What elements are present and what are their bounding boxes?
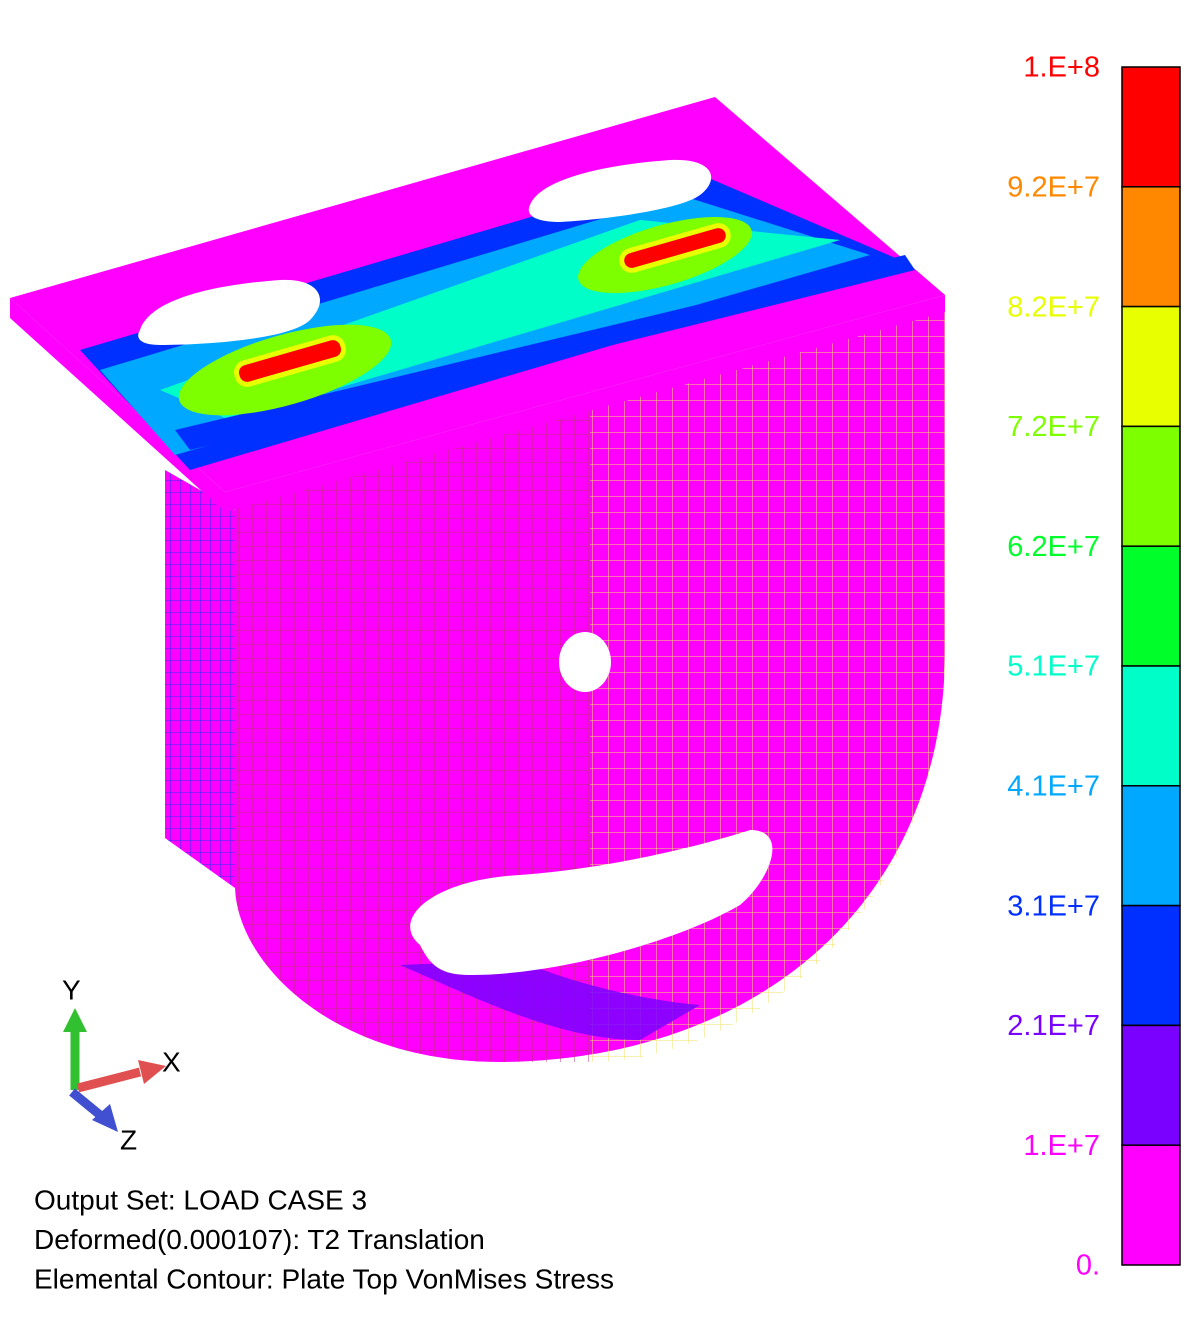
legend-band [1121, 1024, 1181, 1146]
z-arrow [92, 1104, 118, 1132]
top-plate-edge-left [10, 298, 225, 512]
legend-label: 8.2E+7 [1007, 291, 1100, 323]
z-axis [69, 1088, 103, 1119]
info: Output Set: LOAD CASE 3 Deformed(0.000107… [34, 1184, 614, 1294]
legend-label: 1.E+8 [1023, 52, 1100, 84]
legend-band [1121, 305, 1181, 428]
top-hole-2 [528, 159, 712, 222]
x-arrow [138, 1060, 166, 1084]
legend-band [1121, 1144, 1181, 1266]
legend-band [1121, 665, 1181, 787]
info-line: Output Set: LOAD CASE 3 [34, 1184, 367, 1215]
top-hole-1 [138, 279, 320, 345]
info-line: Deformed(0.000107): T2 Translation [34, 1224, 485, 1255]
stress-peak-1 [233, 335, 347, 387]
legend: 1.E+8 9.2E+7 8.2E+7 7.2E+7 6.2E+7 5.1E+7 4.1E+… [1007, 52, 1181, 1282]
hole [559, 632, 611, 692]
legend-band [1121, 186, 1181, 308]
z-label: Z [120, 1124, 137, 1155]
legend-band [1121, 545, 1181, 667]
triad: Y X Z [62, 974, 181, 1155]
legend-band [1121, 785, 1181, 907]
legend-label: 4.1E+7 [1007, 770, 1100, 802]
web-mesh-right [590, 300, 945, 1062]
y-label: Y [62, 974, 81, 1005]
side-mesh [165, 470, 235, 888]
stress-peak-2 [619, 223, 731, 273]
stress-zone [400, 960, 700, 1040]
legend-label: 6.2E+7 [1007, 531, 1100, 563]
info-line: Elemental Contour: Plate Top VonMises St… [34, 1263, 614, 1294]
legend-label: 1.E+7 [1023, 1130, 1100, 1162]
slot-hole [410, 830, 773, 975]
legend-label: 5.1E+7 [1007, 651, 1100, 683]
model [10, 97, 945, 1062]
x-axis [76, 1067, 142, 1093]
legend-label: 3.1E+7 [1007, 890, 1100, 922]
legend-label: 7.2E+7 [1007, 411, 1100, 443]
legend-label: 9.2E+7 [1007, 171, 1100, 203]
x-label: X [162, 1046, 181, 1077]
stress-band [175, 255, 915, 450]
legend-label: 2.1E+7 [1007, 1010, 1100, 1042]
y-arrow [63, 1008, 87, 1032]
legend-band [1121, 904, 1181, 1027]
top-plate-edge [225, 295, 945, 512]
legend-label: 0. [1076, 1250, 1100, 1282]
legend-band [1121, 66, 1181, 188]
legend-band [1121, 425, 1181, 547]
